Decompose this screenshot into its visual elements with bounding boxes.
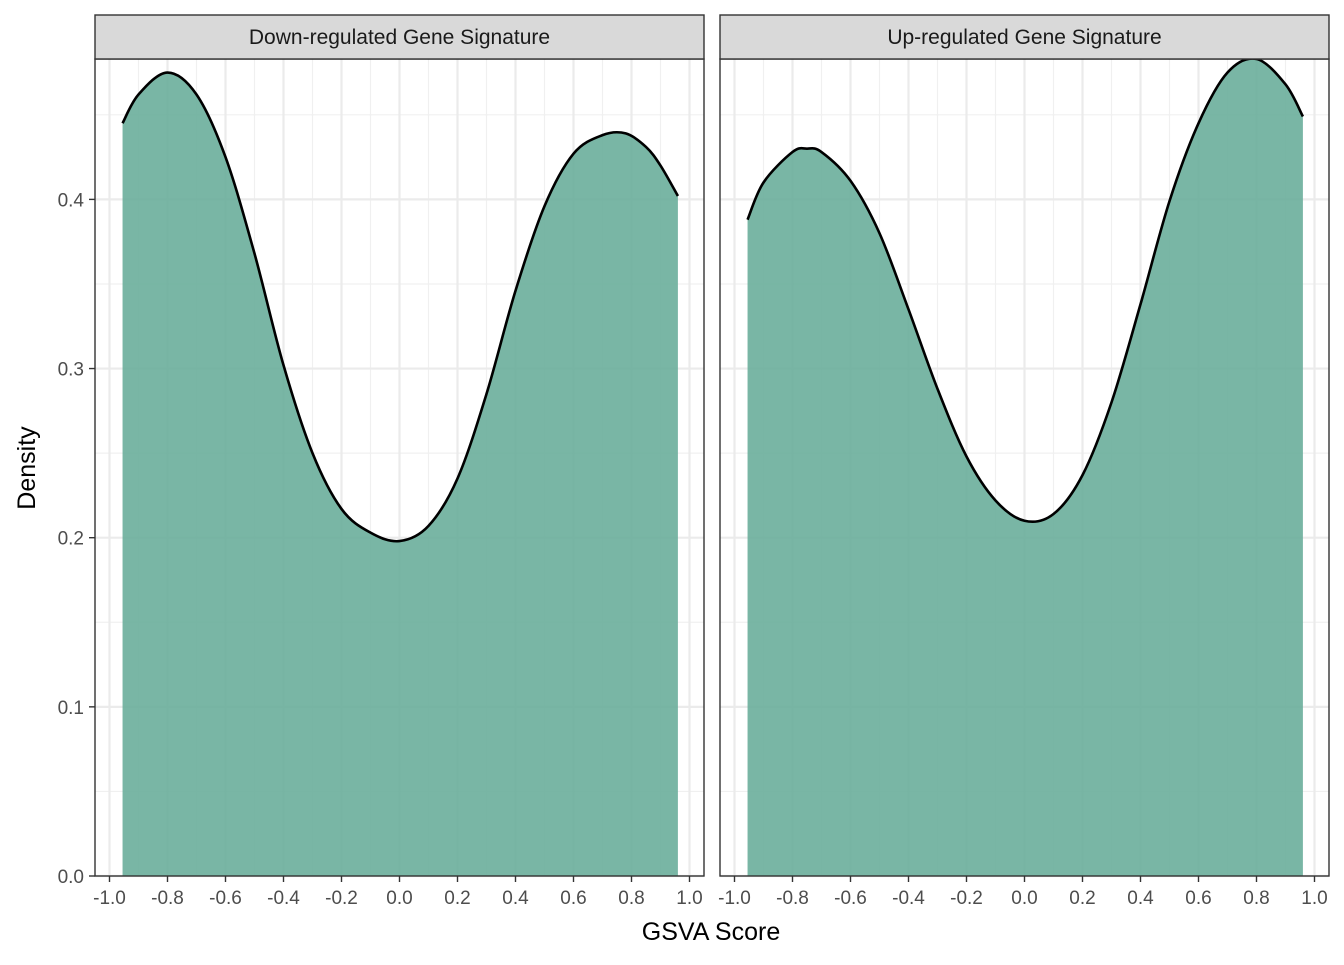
x-tick-label: 0.4	[502, 888, 529, 909]
density-area	[122, 72, 678, 876]
x-tick-label: 0.8	[1243, 888, 1269, 909]
x-tick-label: 1.0	[1301, 888, 1327, 909]
density-line	[121, 71, 680, 543]
x-tick-label: 0.8	[618, 888, 644, 909]
x-tick-label: 0.6	[1185, 888, 1211, 909]
x-tick-label: -1.0	[93, 888, 126, 909]
y-axis-title: Density	[13, 426, 41, 510]
x-tick-label: 0.2	[444, 888, 470, 909]
facet-strip	[719, 14, 1330, 60]
x-tick-label: -0.4	[267, 888, 300, 909]
density-line	[746, 57, 1305, 524]
x-tick-label: -0.2	[950, 888, 983, 909]
x-tick-label: -0.8	[776, 888, 809, 909]
y-tick-label: 0.1	[58, 698, 84, 719]
x-tick-label: -0.6	[209, 888, 242, 909]
x-tick-label: 1.0	[676, 888, 702, 909]
x-tick-label: -0.2	[325, 888, 358, 909]
x-tick-label: -1.0	[718, 888, 751, 909]
x-tick-label: 0.6	[560, 888, 586, 909]
y-tick-label: 0.2	[58, 529, 84, 550]
y-tick-label: 0.0	[58, 867, 84, 888]
y-tick-label: 0.4	[58, 190, 85, 211]
panel-1: Down-regulated Gene Signature	[94, 14, 705, 878]
x-tick-label: 0.0	[386, 888, 412, 909]
facet-strip-title: Down-regulated Gene Signature	[249, 26, 550, 49]
x-tick-label: 0.4	[1127, 888, 1154, 909]
y-tick-label: 0.3	[58, 360, 84, 381]
facet-strip-title: Up-regulated Gene Signature	[887, 26, 1161, 49]
x-tick-label: -0.4	[892, 888, 925, 909]
x-tick-label: -0.6	[834, 888, 867, 909]
x-tick-label: 0.2	[1069, 888, 1095, 909]
x-tick-label: -0.8	[151, 888, 184, 909]
panel-2: Up-regulated Gene Signature	[719, 14, 1330, 878]
facet-strip	[94, 14, 705, 60]
x-tick-label: 0.0	[1011, 888, 1037, 909]
x-axis-title: GSVA Score	[642, 918, 781, 946]
density-area	[747, 58, 1303, 877]
